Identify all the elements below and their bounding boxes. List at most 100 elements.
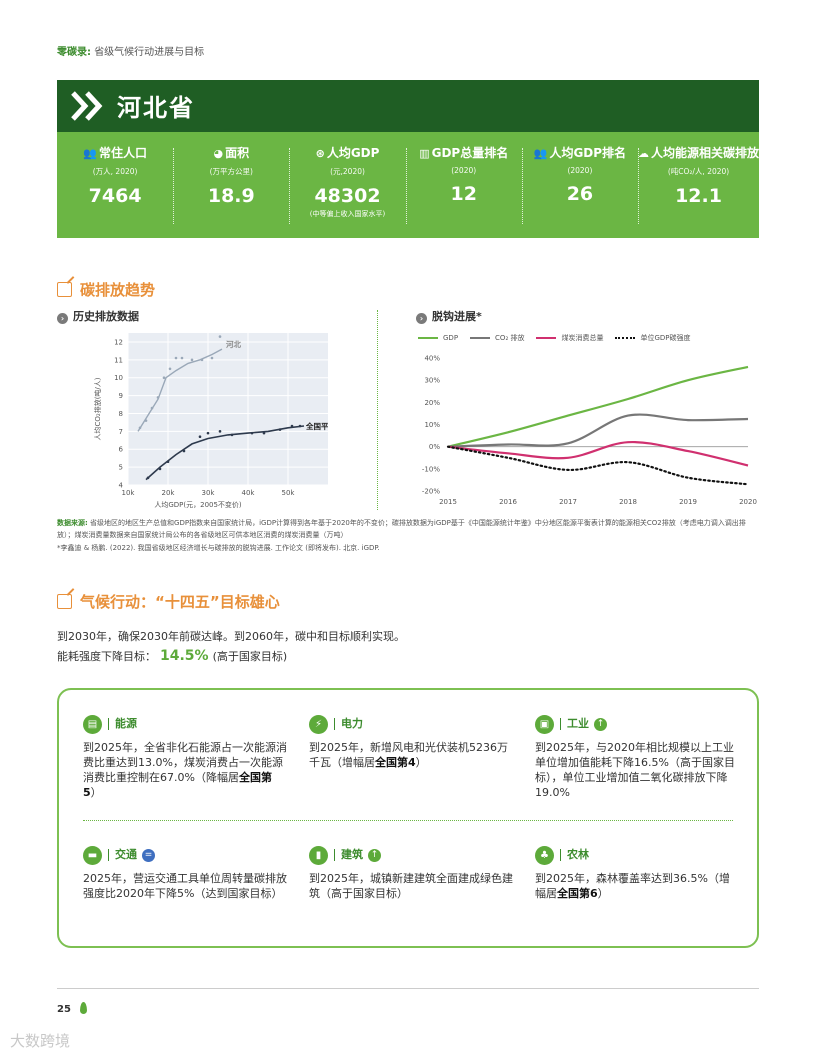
stat-label-text: 人均能源相关碳排放 (651, 146, 760, 160)
scatter-point (190, 358, 194, 362)
chart-divider (377, 310, 378, 510)
x-axis-label: 人均GDP(元，2005不变价) (154, 500, 242, 509)
target-name: 农林 (560, 849, 589, 861)
scatter-point (218, 335, 222, 338)
target-name: 交通 (108, 849, 137, 861)
y-tick-label: 8 (119, 410, 123, 418)
stat-sub: (元,2020) (330, 167, 365, 176)
chevron-right-icon: › (416, 313, 427, 324)
scatter-point (158, 467, 162, 471)
target-text: 到2025年，森林覆盖率达到36.5%（增幅居全国第6） (535, 871, 740, 901)
y-tick-label: 7 (119, 428, 123, 436)
target-text: 2025年，营运交通工具单位周转量碳排放强度比2020年下降5%（达到国家目标） (83, 871, 288, 901)
legend-label: 煤炭消费总量 (561, 334, 604, 342)
target-text-pre: 到2025年，与2020年相比规模以上工业单位增加值能耗下降16.5%（高于国家… (535, 741, 735, 799)
section-emission-title: 碳排放趋势 (80, 281, 156, 299)
y-tick-label: 4 (119, 482, 124, 490)
stat-value: 18.9 (207, 185, 255, 207)
stat-0: 👥 常住人口 (万人, 2020) 7464 (57, 144, 173, 238)
footer-divider (57, 988, 759, 989)
scatter-point (290, 424, 294, 428)
target-text-pre: 到2025年，新增风电和光伏装机5236万千瓦（增幅居 (309, 741, 508, 769)
target-工业: ▣ 工业 ↑ 到2025年，与2020年相比规模以上工业单位增加值能耗下降16.5%（… (535, 714, 740, 800)
up-arrow-icon: ↑ (368, 848, 381, 862)
stat-label-text: GDP总量排名 (431, 146, 509, 160)
y-tick-label: 11 (114, 356, 123, 364)
x-tick-label: 2018 (619, 498, 637, 506)
energy-intensity-value: 14.5% (160, 648, 209, 664)
target-rank: 全国第5 (83, 771, 272, 799)
goal-line: 到2030年，确保2030年前碳达峰。到2060年，碳中和目标顺利实现。 (57, 630, 405, 643)
decoupling-title-text: 脱钩进展* (432, 310, 482, 323)
stat-value: 48302 (314, 185, 381, 207)
stat-sub: (万人, 2020) (92, 167, 138, 176)
legend-item: 煤炭消费总量 (536, 333, 603, 343)
target-rank: 全国第4 (375, 756, 416, 769)
energy-icon: ▤ (83, 714, 102, 734)
scatter-point (250, 431, 254, 435)
stat-value: 12.1 (675, 185, 722, 207)
x-tick-label: 2020 (739, 498, 757, 506)
stat-label: 👥 人均GDP排名 (522, 144, 638, 161)
y-tick-label: 20% (424, 399, 440, 407)
y-tick-label: 40% (424, 355, 440, 363)
target-text-post: ） (597, 887, 609, 900)
scatter-point (168, 367, 172, 371)
series-label: 全国平均 (305, 421, 328, 431)
money-icon: ⊛ (315, 147, 325, 160)
stat-label: ☁ 人均能源相关碳排放 (638, 144, 759, 161)
target-head: ▣ 工业 ↑ (535, 714, 740, 734)
scatter-point (206, 431, 210, 435)
target-能源: ▤ 能源到2025年，全省非化石能源占一次能源消费比重达到13.0%，煤炭消费占一… (83, 714, 288, 800)
target-head: ▮ 建筑 ↑ (309, 845, 514, 865)
footnote: *李鑫迪 & 杨鹏. (2022). 我国省级地区经济增长与碳排放的脱钩进展. … (57, 544, 380, 552)
scatter-point (230, 433, 234, 437)
scatter-point (180, 356, 184, 360)
up-arrow-icon: ↑ (594, 717, 607, 731)
target-name: 能源 (108, 718, 137, 730)
x-tick-label: 2019 (679, 498, 697, 506)
equal-icon: = (142, 848, 155, 862)
y-tick-label: 30% (424, 377, 440, 385)
leaf-icon (80, 1002, 87, 1014)
stat-label-text: 常住人口 (98, 146, 147, 160)
target-name: 建筑 (334, 849, 363, 861)
chevron-right-icon: › (57, 313, 68, 324)
stat-value: 12 (450, 183, 477, 205)
legend-swatch (418, 337, 438, 339)
scatter-point (156, 396, 160, 399)
target-head: ♣ 农林 (535, 845, 740, 865)
trend-line-0 (137, 348, 223, 432)
target-text-post: ） (415, 756, 427, 769)
target-head: ▤ 能源 (83, 714, 288, 734)
legend-label: GDP (443, 334, 459, 342)
x-tick-label: 30k (202, 489, 216, 497)
scatter-point (262, 431, 266, 435)
double-chevron-icon (71, 91, 103, 121)
tree-icon: ♣ (535, 845, 554, 865)
scatter-point (146, 476, 150, 480)
y-tick-label: 6 (119, 446, 124, 454)
section-emission-trend: 碳排放趋势 (57, 279, 155, 300)
target-text-pre: 到2025年，全省非化石能源占一次能源消费比重达到13.0%，煤炭消费占一次能源… (83, 741, 287, 784)
scatter-point (138, 426, 142, 430)
targets-box: ▤ 能源到2025年，全省非化石能源占一次能源消费比重达到13.0%，煤炭消费占一… (57, 688, 759, 948)
people-icon: 👥 (83, 147, 97, 160)
legend-swatch (615, 337, 636, 339)
scatter-point (144, 419, 148, 422)
series-line-0 (447, 365, 749, 448)
stat-label: ⊛ 人均GDP (289, 144, 405, 161)
history-title-text: 历史排放数据 (73, 310, 139, 323)
legend-label: 单位GDP碳强度 (640, 334, 691, 342)
target-text: 到2025年，全省非化石能源占一次能源消费比重达到13.0%，煤炭消费占一次能源… (83, 740, 288, 800)
target-text-pre: 到2025年，森林覆盖率达到36.5%（增幅居 (535, 872, 730, 900)
header-prefix: 零碳录: (57, 47, 91, 58)
target-text-post: ） (90, 786, 102, 799)
stat-3: ▥ GDP总量排名 (2020) 12 (405, 144, 522, 238)
x-tick-label: 40k (242, 489, 256, 497)
y-tick-label: 10 (114, 374, 123, 382)
stat-label-text: 人均GDP排名 (549, 146, 627, 160)
legend-item: CO₂ 排放 (470, 333, 524, 343)
scatter-point (218, 430, 222, 433)
stat-label: ▥ GDP总量排名 (406, 144, 522, 161)
